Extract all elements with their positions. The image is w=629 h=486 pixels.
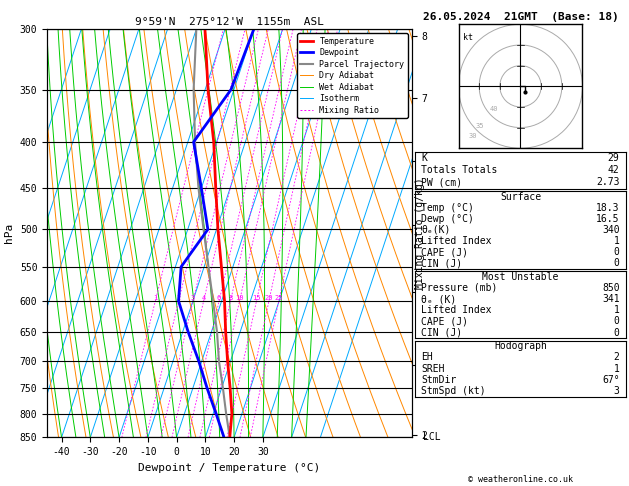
Text: StmDir: StmDir — [421, 375, 457, 385]
Text: θₑ (K): θₑ (K) — [421, 294, 457, 304]
Legend: Temperature, Dewpoint, Parcel Trajectory, Dry Adiabat, Wet Adiabat, Isotherm, Mi: Temperature, Dewpoint, Parcel Trajectory… — [297, 34, 408, 118]
Text: θₑ(K): θₑ(K) — [421, 225, 451, 235]
Text: Surface: Surface — [500, 191, 541, 202]
Text: CAPE (J): CAPE (J) — [421, 316, 469, 327]
Text: CIN (J): CIN (J) — [421, 258, 462, 268]
Text: 6: 6 — [217, 295, 221, 301]
Text: 2.73: 2.73 — [596, 177, 620, 188]
Text: Temp (°C): Temp (°C) — [421, 203, 474, 213]
Text: CAPE (J): CAPE (J) — [421, 247, 469, 257]
Text: 0: 0 — [614, 328, 620, 338]
Text: 16.5: 16.5 — [596, 214, 620, 224]
Text: 2: 2 — [614, 352, 620, 363]
Text: Pressure (mb): Pressure (mb) — [421, 283, 498, 293]
Text: Most Unstable: Most Unstable — [482, 272, 559, 282]
Text: 30: 30 — [469, 133, 477, 139]
Text: 0: 0 — [614, 258, 620, 268]
Text: 1: 1 — [614, 236, 620, 246]
Text: PW (cm): PW (cm) — [421, 177, 462, 188]
Text: 40: 40 — [489, 106, 498, 112]
Text: 18.3: 18.3 — [596, 203, 620, 213]
Text: Totals Totals: Totals Totals — [421, 165, 498, 175]
Text: StmSpd (kt): StmSpd (kt) — [421, 386, 486, 396]
Text: 341: 341 — [602, 294, 620, 304]
Text: 2: 2 — [177, 295, 181, 301]
Text: 4: 4 — [201, 295, 206, 301]
Text: 850: 850 — [602, 283, 620, 293]
Text: 1: 1 — [614, 305, 620, 315]
Text: 1: 1 — [153, 295, 157, 301]
Text: Lifted Index: Lifted Index — [421, 236, 492, 246]
Text: K: K — [421, 153, 427, 163]
Text: Mixing Ratio (g/kg): Mixing Ratio (g/kg) — [415, 177, 425, 289]
Text: Hodograph: Hodograph — [494, 341, 547, 351]
Text: EH: EH — [421, 352, 433, 363]
Title: 9°59'N  275°12'W  1155m  ASL: 9°59'N 275°12'W 1155m ASL — [135, 17, 324, 27]
Text: 67°: 67° — [602, 375, 620, 385]
Text: 0: 0 — [614, 316, 620, 327]
Text: Dewp (°C): Dewp (°C) — [421, 214, 474, 224]
Text: 35: 35 — [475, 122, 484, 129]
Text: 3: 3 — [191, 295, 195, 301]
Text: kt: kt — [463, 33, 472, 42]
Text: © weatheronline.co.uk: © weatheronline.co.uk — [468, 474, 573, 484]
Text: 8: 8 — [228, 295, 233, 301]
Y-axis label: km
ASL: km ASL — [444, 223, 462, 244]
Text: SREH: SREH — [421, 364, 445, 374]
Text: Lifted Index: Lifted Index — [421, 305, 492, 315]
Text: LCL: LCL — [423, 433, 441, 442]
X-axis label: Dewpoint / Temperature (°C): Dewpoint / Temperature (°C) — [138, 463, 321, 473]
Text: 20: 20 — [265, 295, 273, 301]
Text: 3: 3 — [614, 386, 620, 396]
Text: 340: 340 — [602, 225, 620, 235]
Text: CIN (J): CIN (J) — [421, 328, 462, 338]
Text: 25: 25 — [274, 295, 283, 301]
Text: 15: 15 — [252, 295, 261, 301]
Text: 1: 1 — [614, 364, 620, 374]
Text: 0: 0 — [614, 247, 620, 257]
Text: 42: 42 — [608, 165, 620, 175]
Y-axis label: hPa: hPa — [4, 223, 14, 243]
Text: 29: 29 — [608, 153, 620, 163]
Text: 26.05.2024  21GMT  (Base: 18): 26.05.2024 21GMT (Base: 18) — [423, 12, 618, 22]
Text: 10: 10 — [235, 295, 244, 301]
